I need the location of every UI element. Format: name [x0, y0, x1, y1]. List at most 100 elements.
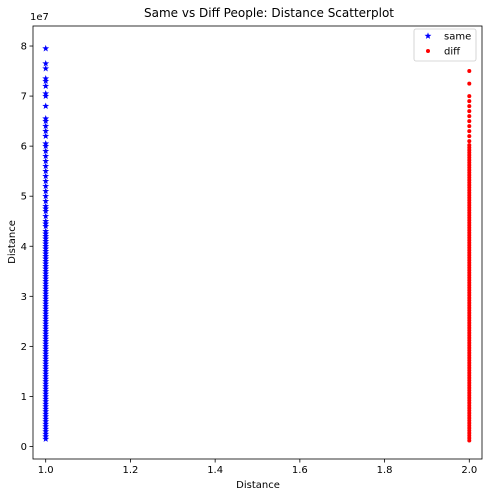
x-tick-label: 2.0	[461, 465, 477, 476]
data-point-same	[42, 162, 50, 170]
y-tick-label: 0	[21, 442, 27, 453]
y-tick-label: 6	[21, 142, 27, 153]
data-point-diff	[467, 139, 472, 144]
data-point-same	[42, 275, 50, 282]
data-point-same	[42, 372, 50, 380]
legend-entry-same	[424, 32, 432, 39]
data-point-same	[42, 332, 50, 340]
data-point-same	[42, 252, 50, 260]
data-point-same	[42, 92, 50, 99]
data-point-same	[42, 167, 50, 175]
data-point-same	[42, 365, 50, 372]
y-tick-label: 4	[21, 242, 27, 253]
data-point-same	[42, 127, 50, 135]
data-point-diff	[467, 134, 472, 139]
data-point-same	[42, 312, 50, 320]
data-point-same	[42, 352, 50, 360]
legend-marker-same	[424, 32, 432, 39]
data-point-same	[42, 345, 50, 352]
data-point-same	[42, 270, 50, 277]
data-point-diff	[467, 129, 472, 134]
data-point-same	[42, 377, 50, 385]
data-point-same	[42, 192, 50, 200]
x-tick-label: 1.2	[122, 465, 138, 476]
data-point-same	[42, 357, 50, 365]
data-point-same	[42, 59, 50, 67]
data-point-same	[42, 152, 50, 160]
data-point-same	[42, 295, 50, 302]
data-point-same	[42, 220, 50, 227]
data-point-same	[42, 285, 50, 292]
data-point-same	[42, 265, 50, 272]
data-point-same	[42, 310, 50, 317]
data-point-same	[42, 430, 50, 437]
data-point-same	[42, 222, 50, 230]
series-same	[42, 44, 50, 442]
x-axis-ticks: 1.0 1.2 1.4 1.6 1.8 2.0	[38, 459, 477, 476]
data-point-same	[42, 290, 50, 297]
data-point-same	[42, 247, 50, 255]
data-point-same	[42, 305, 50, 312]
data-point-same	[42, 157, 50, 165]
data-point-diff	[467, 124, 472, 129]
x-tick-label: 1.4	[207, 465, 223, 476]
data-point-same	[42, 255, 50, 262]
data-point-same	[42, 77, 50, 84]
data-point-same	[42, 417, 50, 425]
data-point-same	[42, 380, 50, 387]
y-axis-ticks: 0 1 2 3 4 5 6 7 8	[21, 42, 33, 453]
data-point-same	[42, 132, 50, 140]
data-point-diff	[467, 114, 472, 119]
data-points	[42, 44, 472, 443]
data-point-same	[42, 407, 50, 415]
data-point-same	[42, 387, 50, 395]
legend-label-same: same	[444, 32, 471, 43]
chart-title: Same vs Diff People: Distance Scatterplo…	[144, 6, 394, 20]
data-point-same	[42, 325, 50, 332]
data-point-same	[42, 140, 50, 147]
data-point-same	[42, 287, 50, 295]
data-point-same	[42, 322, 50, 330]
data-point-same	[42, 302, 50, 310]
data-point-same	[42, 340, 50, 347]
data-point-same	[42, 245, 50, 252]
x-tick-label: 1.0	[38, 465, 54, 476]
data-point-same	[42, 337, 50, 345]
data-point-same	[42, 230, 50, 237]
data-point-same	[42, 272, 50, 280]
data-point-same	[42, 177, 50, 185]
data-point-same	[42, 240, 50, 247]
data-point-same	[42, 232, 50, 240]
data-point-same	[42, 355, 50, 362]
data-point-same	[42, 205, 50, 212]
data-point-same	[42, 217, 50, 225]
data-point-same	[42, 292, 50, 300]
data-point-diff	[467, 109, 472, 114]
data-point-same	[42, 202, 50, 210]
data-point-same	[42, 235, 50, 242]
data-point-same	[42, 260, 50, 267]
data-point-same	[42, 425, 50, 432]
data-point-same	[42, 320, 50, 327]
data-point-same	[42, 317, 50, 325]
plot-frame	[32, 25, 483, 460]
data-point-same	[42, 267, 50, 275]
data-point-diff	[467, 69, 472, 74]
data-point-same	[42, 410, 50, 417]
data-point-same	[42, 360, 50, 367]
x-axis-label: Distance	[236, 480, 280, 491]
data-point-same	[42, 382, 50, 390]
data-point-same	[42, 395, 50, 402]
data-point-same	[42, 415, 50, 422]
y-tick-label: 1	[21, 392, 27, 403]
legend-marker-diff	[426, 49, 430, 53]
data-point-same	[42, 227, 50, 235]
data-point-same	[42, 74, 50, 82]
data-point-diff	[467, 104, 472, 109]
data-point-same	[42, 402, 50, 410]
data-point-same	[42, 370, 50, 377]
data-point-same	[42, 307, 50, 315]
data-point-same	[42, 327, 50, 335]
data-point-same	[42, 147, 50, 155]
